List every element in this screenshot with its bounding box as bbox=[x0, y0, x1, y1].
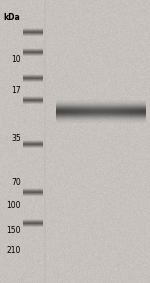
Text: 35: 35 bbox=[11, 134, 21, 143]
Text: 10: 10 bbox=[11, 55, 21, 64]
Text: 210: 210 bbox=[7, 246, 21, 255]
Text: 17: 17 bbox=[11, 86, 21, 95]
Text: 100: 100 bbox=[6, 201, 21, 210]
Text: 70: 70 bbox=[11, 178, 21, 187]
Text: 150: 150 bbox=[6, 226, 21, 235]
Text: kDa: kDa bbox=[4, 13, 20, 22]
